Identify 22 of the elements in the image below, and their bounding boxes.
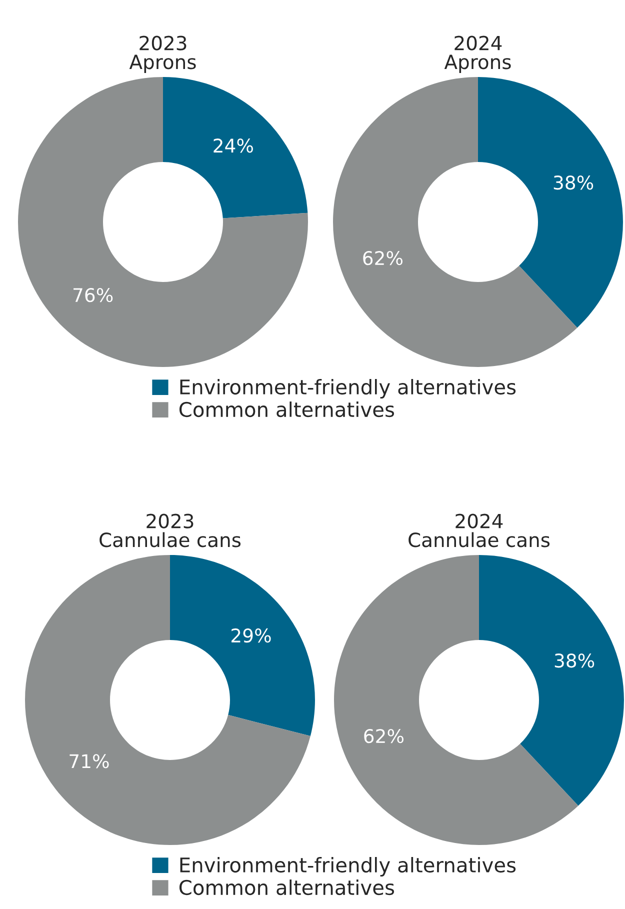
donut-slice [18, 77, 308, 367]
donut-slice [170, 555, 315, 736]
donut-slice [163, 77, 308, 218]
chart-title: 2024 Cannulae cans [408, 514, 550, 548]
donut-slice [25, 555, 310, 845]
chart-title: 2024 Aprons [444, 36, 511, 73]
data-label: 38% [554, 654, 594, 668]
legend-label: Environment-friendly alternatives [180, 379, 516, 398]
chart-title: 2023 Aprons [129, 36, 196, 73]
data-label: 71% [70, 754, 109, 768]
donut-slice [479, 555, 624, 806]
data-label: 29% [232, 628, 271, 643]
data-label: 38% [554, 176, 594, 190]
data-label: 76% [74, 288, 113, 302]
data-label: 62% [363, 250, 402, 266]
donut-slice [478, 77, 623, 328]
legend-label: Common alternatives [179, 402, 394, 418]
chart-title: 2023 Cannulae cans [100, 514, 241, 548]
legend-label: Common alternatives [179, 880, 394, 896]
data-label: 24% [214, 138, 253, 153]
legend-label: Environment-friendly alternatives [180, 857, 516, 876]
data-label: 62% [364, 728, 404, 744]
